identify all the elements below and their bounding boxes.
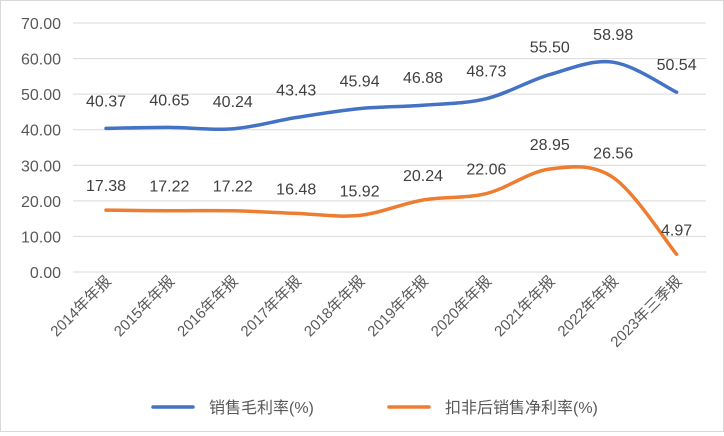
y-tick-label: 40.00 <box>21 123 61 140</box>
data-label: 26.56 <box>593 146 633 163</box>
x-tick-label: 2017年年报 <box>238 273 305 340</box>
y-tick-label: 0.00 <box>30 265 61 282</box>
x-tick-label: 2014年年报 <box>47 273 114 340</box>
y-tick-label: 70.00 <box>21 16 61 33</box>
x-tick-label: 2020年年报 <box>428 273 495 340</box>
data-label: 17.22 <box>149 179 189 196</box>
y-tick-label: 20.00 <box>21 194 61 211</box>
data-label: 40.24 <box>213 94 253 111</box>
y-tick-label: 10.00 <box>21 229 61 246</box>
data-label: 16.48 <box>276 181 316 198</box>
data-label: 17.38 <box>86 178 126 195</box>
legend-series-2-label: 扣非后销售净利率(%) <box>445 399 598 417</box>
data-label: 45.94 <box>340 74 380 91</box>
data-label: 4.97 <box>661 222 692 239</box>
series-line-2 <box>106 167 677 255</box>
y-tick-label: 30.00 <box>21 158 61 175</box>
data-label: 50.54 <box>657 57 697 74</box>
data-label: 15.92 <box>340 183 380 200</box>
x-tick-label: 2018年年报 <box>301 273 368 340</box>
x-tick-label: 2019年年报 <box>364 273 431 340</box>
data-label: 20.24 <box>403 168 443 185</box>
x-tick-label: 2016年年报 <box>174 273 241 340</box>
data-label: 46.88 <box>403 70 443 87</box>
data-label: 28.95 <box>530 137 570 154</box>
data-label: 22.06 <box>466 162 506 179</box>
x-tick-label: 2015年年报 <box>111 273 178 340</box>
x-tick-label: 2022年年报 <box>555 273 622 340</box>
data-label: 48.73 <box>466 64 506 81</box>
y-tick-label: 60.00 <box>21 52 61 69</box>
data-label: 55.50 <box>530 40 570 57</box>
legend-series-1-label: 销售毛利率(%) <box>209 399 314 417</box>
series-line-1 <box>106 62 677 130</box>
x-tick-label: 2021年年报 <box>491 273 558 340</box>
data-label: 40.65 <box>149 92 189 109</box>
data-label: 40.37 <box>86 93 126 110</box>
data-label: 17.22 <box>213 179 253 196</box>
data-label: 58.98 <box>593 27 633 44</box>
y-tick-label: 50.00 <box>21 87 61 104</box>
data-label: 43.43 <box>276 83 316 100</box>
